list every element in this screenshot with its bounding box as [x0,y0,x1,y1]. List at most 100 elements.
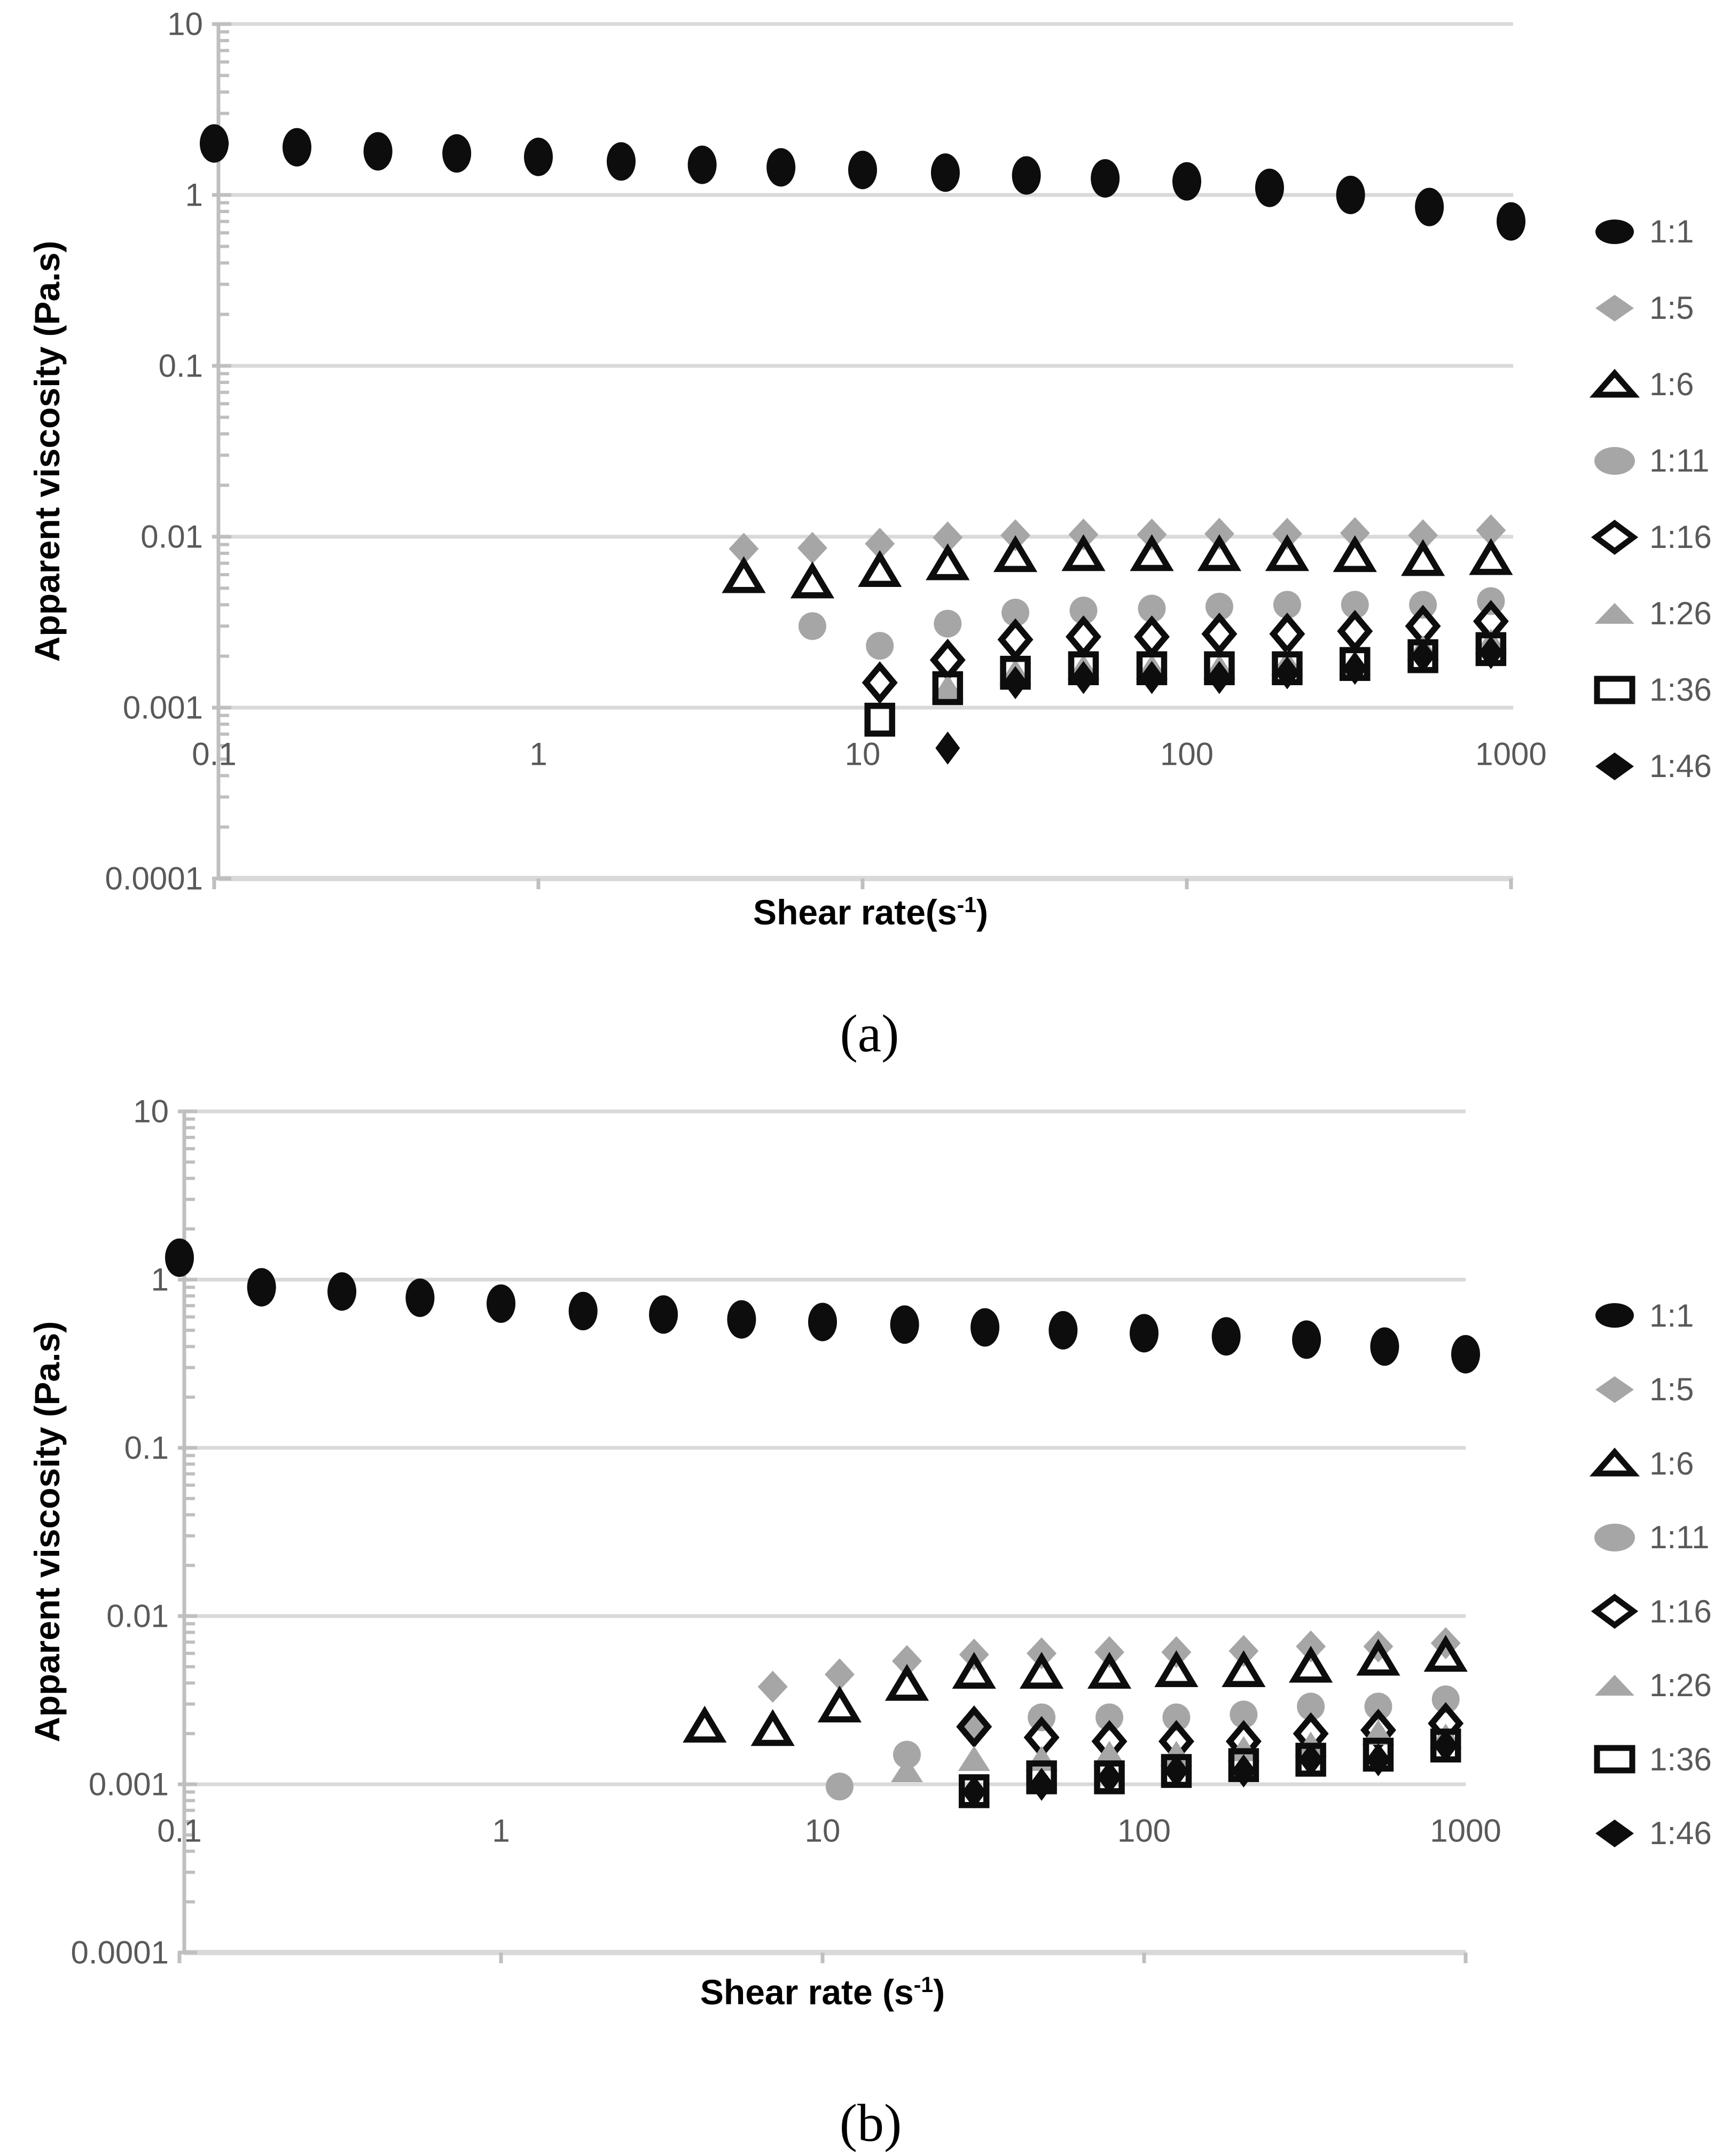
y-tick-label: 0.001 [122,689,203,726]
legend-item: 1:46 [1585,1797,1712,1871]
data-point [200,124,229,163]
data-point [956,1705,992,1749]
open-diamond-icon [1591,519,1639,555]
x-tick-label: 1 [492,1813,510,1849]
data-point [933,521,963,554]
filled-diamond-black-icon [1595,752,1634,780]
legend-item: 1:16 [1585,499,1712,575]
data-point [893,1741,921,1769]
data-point [862,661,898,704]
legend-item: 1:5 [1585,1353,1712,1427]
data-point [891,1645,922,1677]
data-point [864,702,895,737]
data-point [1133,615,1170,658]
data-point [1197,534,1242,571]
data-point [1162,1703,1191,1731]
data-point [1497,202,1525,241]
filled-circle-gray-icon [1594,446,1635,475]
legend-label: 1:36 [1649,1741,1712,1777]
open-triangle-icon [1589,1447,1640,1477]
data-point [1091,159,1120,198]
data-point [1411,639,1436,673]
legend-item: 1:46 [1585,728,1712,804]
data-point [1201,613,1238,655]
data-point [866,632,894,660]
y-tick-label: 0.1 [124,1430,169,1466]
y-tick-label: 0.001 [88,1766,169,1802]
legend-item: 1:1 [1585,193,1712,270]
data-point [1230,1700,1258,1729]
legend-label: 1:36 [1649,672,1712,708]
legend-item: 1:26 [1585,1649,1712,1723]
data-point [1451,1335,1480,1374]
data-point [993,535,1038,573]
data-point [797,531,827,564]
legend-label: 1:6 [1649,366,1694,402]
legend-item: 1:11 [1585,1501,1712,1575]
legend-label: 1:26 [1649,595,1712,631]
data-point [729,532,759,565]
data-point [1048,1311,1078,1350]
x-axis-title-a-text: Shear rate(s [753,892,957,932]
filled-circle-icon [1595,1303,1634,1328]
series-1:1 [165,1238,1480,1374]
data-point [1423,1635,1468,1672]
filled-diamond-gray-icon [1595,294,1634,322]
data-point [848,151,877,190]
y-tick-label: 0.1 [158,348,203,384]
open-triangle-icon [1589,369,1640,397]
open-square-icon [1594,1745,1635,1774]
data-point [1356,1638,1400,1676]
data-point [1298,1743,1324,1776]
data-point [932,674,964,700]
chart-panel-b [165,1109,1480,1963]
open-square-icon [1594,676,1635,704]
series-1:6 [722,534,1513,599]
data-point [1138,594,1166,623]
data-point [1478,636,1504,669]
open-diamond-icon [1591,1594,1639,1629]
x-axis-title-b-sup: -1 [913,1972,934,1997]
x-tick-label: 0.1 [192,736,237,772]
data-point [727,1300,756,1339]
data-point [858,550,902,587]
data-point [442,134,472,173]
legend-b: 1:1 1:5 1:6 1:11 1:16 1:26 1:36 1:46 [1585,1279,1712,1870]
caption-a: (a) [840,1003,899,1063]
x-tick-label: 0.1 [157,1813,202,1849]
legend-item: 1:36 [1585,1722,1712,1797]
data-point [1469,538,1513,575]
data-point [1097,1760,1122,1794]
legend-item: 1:5 [1585,270,1712,346]
legend-label: 1:5 [1649,1371,1694,1408]
data-point [1066,615,1102,658]
y-tick-label: 1 [185,177,203,213]
data-point [1154,1650,1199,1688]
series-1:5 [757,1627,1461,1703]
filled-triangle-gray-icon [1595,1674,1634,1696]
x-axis-title-a: Shear rate(s-1) [753,892,988,932]
data-point [683,1705,727,1743]
data-point [1204,518,1234,550]
data-point [1400,539,1445,576]
data-point [1130,534,1174,571]
legend-item: 1:11 [1585,422,1712,499]
y-axis-title-a: Apparent viscosity (Pa.s) [27,240,67,662]
data-point [1269,613,1305,655]
data-point [1164,1754,1189,1788]
data-point [1001,598,1030,626]
data-point [997,618,1034,661]
legend-label: 1:1 [1649,214,1694,249]
legend-label: 1:46 [1649,1815,1712,1852]
legend-label: 1:11 [1649,443,1710,479]
legend-label: 1:16 [1649,519,1712,555]
series-1:6 [683,1635,1468,1746]
data-point [1340,517,1370,550]
data-point [1019,1652,1064,1689]
data-point [1333,535,1377,573]
y-axis-title-b: Apparent viscosity (Pa.s) [27,1321,67,1743]
data-point [568,1291,598,1330]
data-point [926,543,970,581]
data-point [970,1308,1000,1347]
